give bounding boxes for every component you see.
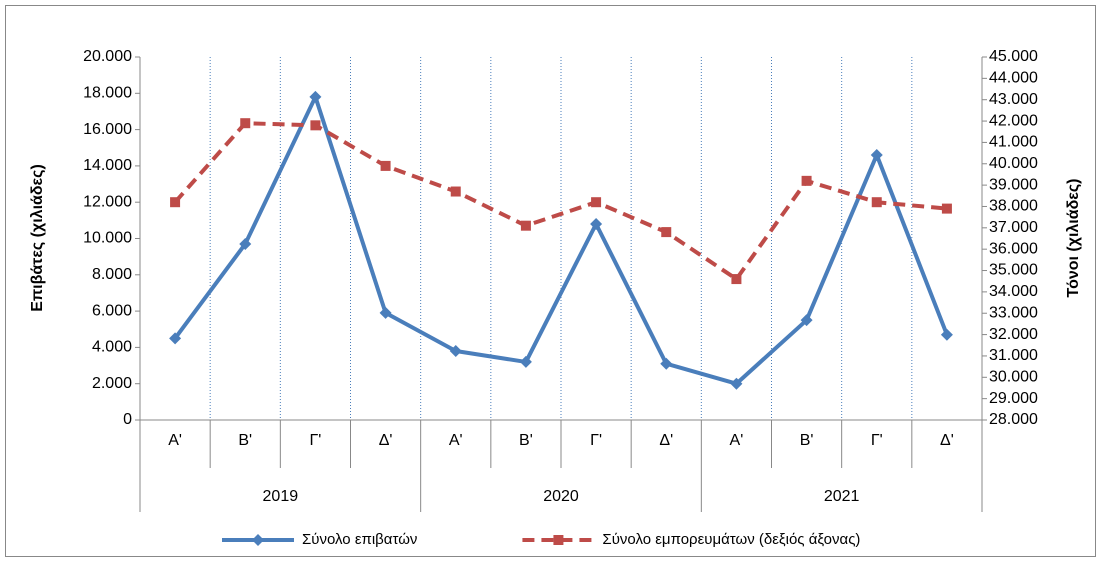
- data-point: [591, 197, 602, 208]
- data-point: [309, 90, 322, 103]
- data-point: [731, 274, 742, 285]
- y2-tick-label: 36.000: [989, 240, 1038, 257]
- data-point: [660, 357, 673, 370]
- y2-tick-label: 34.000: [989, 283, 1038, 300]
- data-point: [870, 149, 883, 162]
- y2-tick-label: 38.000: [989, 198, 1038, 215]
- data-point: [519, 355, 532, 368]
- y2-tick-label: 30.000: [989, 369, 1038, 386]
- data-point: [661, 227, 672, 238]
- y-tick-label: 6.000: [92, 302, 132, 319]
- data-point: [800, 314, 813, 327]
- y2-tick-label: 41.000: [989, 134, 1038, 151]
- x-tick-label: Β': [800, 432, 814, 449]
- y2-tick-label: 42.000: [989, 112, 1038, 129]
- data-point: [941, 203, 952, 214]
- data-point: [310, 120, 321, 131]
- y-tick-label: 12.000: [83, 193, 132, 210]
- data-point: [590, 217, 603, 230]
- y2-tick-label: 33.000: [989, 304, 1038, 321]
- y-tick-label: 8.000: [92, 266, 132, 283]
- y2-tick-label: 28.000: [989, 411, 1038, 428]
- data-point: [450, 186, 461, 197]
- y2-tick-label: 44.000: [989, 70, 1038, 87]
- data-point: [871, 197, 882, 208]
- y-tick-label: 10.000: [83, 230, 132, 247]
- chart-border: [5, 5, 1096, 557]
- y-axis-title: Επιβάτες (χιλιάδες): [29, 164, 46, 312]
- y2-tick-label: 45.000: [989, 48, 1038, 65]
- y2-tick-label: 39.000: [989, 176, 1038, 193]
- y-tick-label: 14.000: [83, 157, 132, 174]
- legend-label: Σύνολο εμπορευμάτων (δεξιός άξονας): [602, 531, 860, 548]
- data-point: [170, 197, 181, 208]
- x-group-label: 2020: [543, 488, 579, 505]
- y-tick-label: 18.000: [83, 85, 132, 102]
- x-tick-label: Α': [730, 432, 744, 449]
- y2-tick-label: 31.000: [989, 347, 1038, 364]
- legend-marker: [252, 534, 264, 546]
- series-line: [173, 94, 949, 386]
- data-point: [730, 377, 743, 390]
- x-tick-label: Γ': [590, 432, 602, 449]
- x-tick-label: Β': [519, 432, 533, 449]
- data-point: [449, 345, 462, 358]
- y-tick-label: 16.000: [83, 121, 132, 138]
- legend-marker: [553, 535, 564, 545]
- legend-label: Σύνολο επιβατών: [302, 531, 417, 548]
- y2-tick-label: 43.000: [989, 91, 1038, 108]
- y-tick-label: 4.000: [92, 339, 132, 356]
- data-point: [940, 328, 953, 341]
- data-point: [169, 332, 182, 345]
- x-tick-label: Γ': [871, 432, 883, 449]
- x-group-label: 2021: [824, 488, 860, 505]
- y2-tick-label: 35.000: [989, 262, 1038, 279]
- data-point: [380, 160, 391, 171]
- x-tick-label: Β': [238, 432, 252, 449]
- x-tick-label: Δ': [659, 432, 673, 449]
- y-tick-label: 2.000: [92, 375, 132, 392]
- x-tick-label: Α': [449, 432, 463, 449]
- y-tick-label: 20.000: [83, 48, 132, 65]
- series-line: [173, 121, 948, 282]
- data-point: [239, 237, 252, 250]
- data-point: [520, 220, 531, 231]
- y2-tick-label: 37.000: [989, 219, 1038, 236]
- y2-tick-label: 40.000: [989, 155, 1038, 172]
- data-point: [240, 118, 251, 129]
- data-point: [801, 175, 812, 186]
- x-tick-label: Δ': [379, 432, 393, 449]
- data-point: [379, 306, 392, 319]
- x-tick-label: Δ': [940, 432, 954, 449]
- y-tick-label: 0: [123, 411, 132, 428]
- y2-axis-title: Τόνοι (χιλιάδες): [1065, 178, 1082, 297]
- x-tick-label: Α': [168, 432, 182, 449]
- y2-tick-label: 29.000: [989, 390, 1038, 407]
- x-group-label: 2019: [263, 488, 299, 505]
- y2-tick-label: 32.000: [989, 326, 1038, 343]
- x-tick-label: Γ': [309, 432, 321, 449]
